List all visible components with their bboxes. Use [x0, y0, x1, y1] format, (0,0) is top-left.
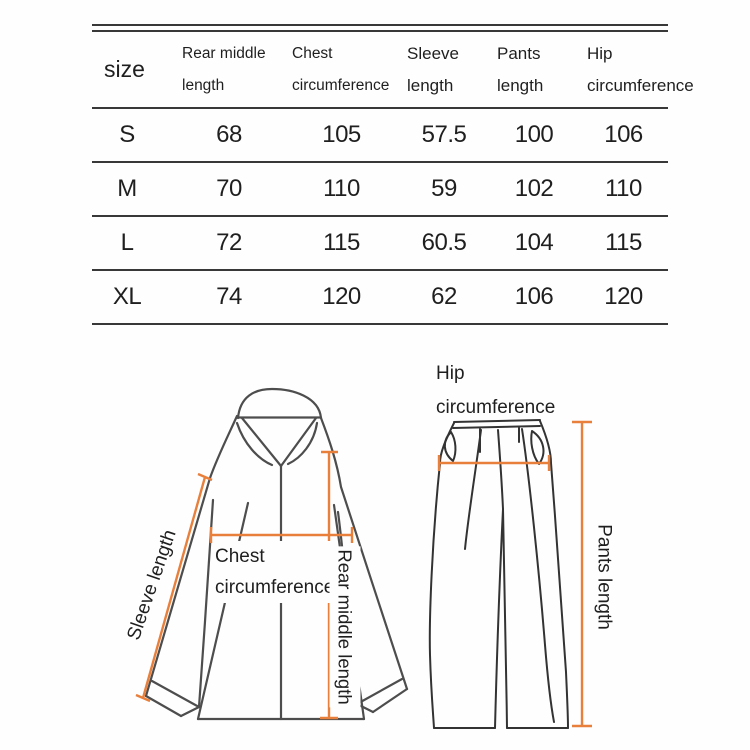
header-sleeve-length: Sleeve length: [407, 43, 459, 95]
table-row-l: L 72 115 60.5 104 115: [92, 217, 668, 271]
size-table: size Rear middle length Chest circumfere…: [92, 24, 694, 325]
header-chest-circumference: Chest circumference: [292, 44, 390, 94]
sleeve-length-dimension-line: [135, 472, 213, 703]
cell-value: 120: [604, 283, 643, 310]
left-cuff-inner: [179, 705, 201, 718]
left-leg-inner: [494, 508, 504, 729]
left-pleat-crease: [464, 429, 482, 550]
cell-value: 106: [604, 121, 643, 148]
left-sleeve-inner: [197, 498, 215, 709]
right-shoulder-sleeve-outer: [319, 416, 409, 691]
cell-value: 57.5: [421, 121, 467, 148]
cell-value: 110: [323, 175, 360, 202]
hood-fold-right: [286, 421, 319, 466]
center-front-crease: [497, 429, 504, 510]
pants-right-outer: [539, 420, 569, 729]
cell-size: XL: [112, 283, 142, 310]
pants-length-label: Pants length: [593, 524, 615, 630]
cell-value: 70: [216, 175, 242, 202]
pants-sketch: [428, 419, 569, 729]
right-cuff-band: [355, 677, 404, 706]
cell-value: 68: [216, 121, 242, 148]
cell-value: 59: [431, 175, 457, 202]
hood-v-left: [240, 416, 283, 468]
table-row-s: S 68 105 57.5 100 106: [92, 109, 668, 163]
cell-value: 105: [322, 121, 361, 148]
cell-value: 60.5: [421, 229, 467, 256]
cell-value: 120: [322, 283, 361, 310]
right-cuff-end: [371, 687, 409, 714]
waistband-bottom: [452, 425, 541, 429]
cell-value: 115: [605, 229, 642, 256]
right-pocket-arc: [530, 430, 545, 465]
left-cuff-band: [150, 679, 201, 709]
pants-left-outer: [428, 422, 455, 729]
hood-fold-left: [235, 421, 274, 467]
hood-dome: [236, 387, 323, 420]
cell-value: 72: [216, 229, 242, 256]
cell-value: 100: [514, 121, 554, 148]
chest-circumference-label: Chest circumference: [213, 541, 337, 603]
pants-length-dimension-line: [572, 420, 592, 728]
hip-circumference-label: Hip circumference: [436, 363, 556, 418]
cell-value: 102: [514, 175, 554, 202]
header-rear-middle-length: Rear middle length: [182, 44, 266, 94]
header-pants-length: Pants length: [497, 43, 544, 95]
header-hip-circumference: Hip circumference: [587, 43, 694, 95]
cell-value: 115: [323, 229, 360, 256]
rear-middle-length-label: Rear middle length: [329, 546, 361, 708]
cell-value: 110: [605, 175, 642, 202]
cell-value: 74: [216, 283, 242, 310]
right-leg-crease: [521, 428, 555, 723]
cell-value: 62: [431, 283, 457, 310]
header-size: size: [104, 56, 145, 82]
cell-value: 106: [514, 283, 554, 310]
hood-v-right: [279, 416, 318, 468]
cell-size: M: [117, 175, 137, 202]
table-row-m: M 70 110 59 102 110: [92, 163, 668, 217]
cell-size: S: [119, 121, 135, 148]
cell-value: 104: [514, 229, 554, 256]
body-left-edge: [196, 501, 250, 721]
right-leg-inner: [502, 508, 508, 729]
table-header-row: size Rear middle length Chest circumfere…: [92, 32, 694, 109]
dimension-lines: [135, 420, 592, 728]
left-pocket-arc: [443, 431, 457, 462]
waistband-top: [453, 419, 541, 423]
table-top-double-rule: [92, 24, 668, 32]
table-row-xl: XL 74 120 62 106 120: [92, 271, 668, 325]
cell-size: L: [120, 229, 134, 256]
left-cuff-end: [144, 694, 183, 718]
hip-circumference-dimension-line: [437, 455, 551, 471]
